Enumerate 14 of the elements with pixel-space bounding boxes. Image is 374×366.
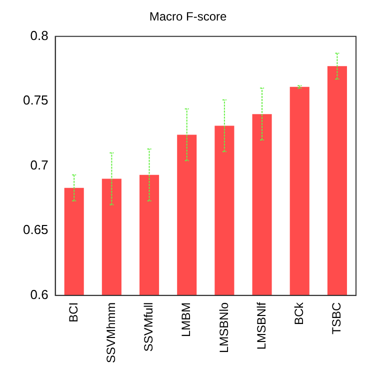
chart-title: Macro F-score [149,10,227,24]
x-tick-label: LMSBNlf [254,302,268,350]
y-tick-label: 0.8 [30,28,48,43]
y-tick-label: 0.65 [22,222,48,238]
x-tick-label: LMSBNlo [216,302,231,354]
x-tick-label: SSVMhmm [104,302,118,364]
y-tick-label: 0.6 [30,286,48,302]
x-tick-label: LMBM [179,302,194,337]
x-tick-label: BCk [292,301,306,325]
y-tick-label: 0.7 [30,157,48,172]
x-tick-label: BCI [66,302,80,322]
x-tick-label: TSBC [330,302,344,334]
x-tick-label: SSVMfull [142,302,156,352]
y-tick-label: 0.75 [22,92,48,108]
